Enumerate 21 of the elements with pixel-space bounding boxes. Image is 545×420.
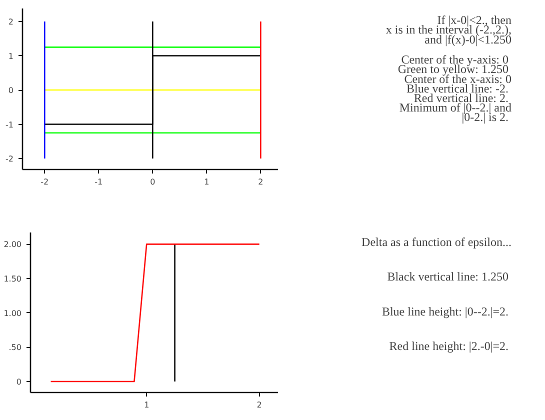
text: Blue line height: |0--2.|=2. bbox=[382, 304, 509, 318]
y-tick-label: 0 bbox=[16, 378, 22, 387]
y-tick-label: 0 bbox=[8, 86, 14, 96]
y-tick-label: .50 bbox=[8, 343, 22, 352]
x-tick-label: 1 bbox=[204, 178, 210, 186]
y-tick-label: 1 bbox=[8, 52, 14, 61]
x-tick-label: -1 bbox=[94, 178, 103, 186]
y-tick-label: 1.50 bbox=[4, 274, 22, 284]
text: Center of the y-axis: 0 Green to yellow: 1.250 Center of the x-axis: 0 Blue vertical line: -2. Red vertical line: 2. Minimum of |0--2.| and |0-2.| is 2. bbox=[398, 52, 512, 124]
y-tick-label: 2.00 bbox=[4, 240, 22, 250]
x-tick-label: -2 bbox=[40, 178, 49, 186]
y-tick-label: 1.00 bbox=[4, 308, 22, 318]
x-tick-label: 2 bbox=[258, 178, 264, 186]
text: If |x-0|<2., then x is in the interval (-2.,2.), and |f(x)-0|<1.250 bbox=[386, 13, 512, 46]
y-tick-label: -1 bbox=[6, 120, 14, 130]
text: Delta as a function of epsilon... bbox=[362, 234, 512, 249]
text: Red line height: |2.-0|=2. bbox=[389, 339, 509, 354]
y-tick-label: -2 bbox=[6, 154, 14, 164]
y-tick-label: 2 bbox=[8, 18, 14, 27]
x-tick-label: 0 bbox=[150, 178, 156, 186]
text: Black vertical line: 1.250 bbox=[387, 270, 508, 284]
